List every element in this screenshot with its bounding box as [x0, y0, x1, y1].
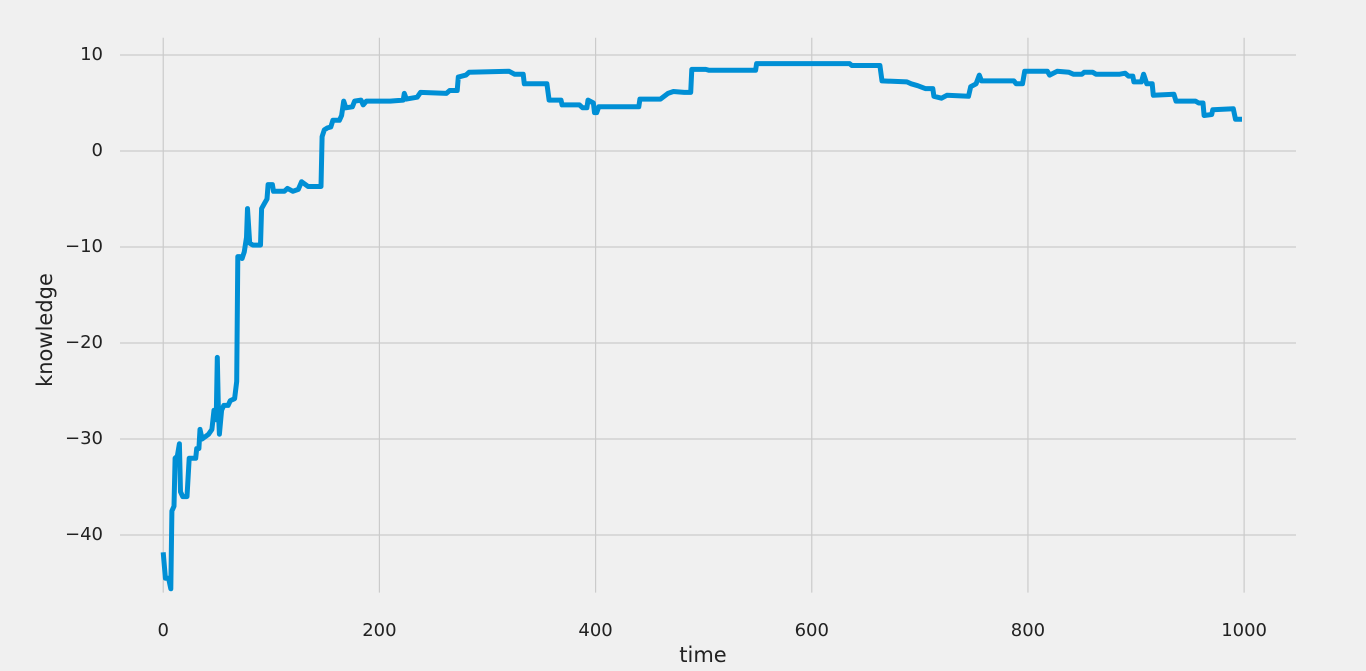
y-axis-label: knowledge [33, 273, 57, 387]
y-tick-label: 10 [80, 44, 103, 65]
x-tick-label: 0 [158, 620, 169, 641]
data-line [160, 61, 1242, 592]
x-tick-label: 400 [578, 620, 612, 641]
x-tick-label: 1000 [1221, 620, 1267, 641]
y-tick-label: 0 [92, 140, 103, 161]
x-axis-label: time [679, 643, 726, 667]
x-tick-label: 600 [795, 620, 829, 641]
y-tick-label: −20 [65, 332, 103, 353]
x-tick-label: 200 [362, 620, 396, 641]
x-tick-label: 800 [1011, 620, 1045, 641]
y-tick-label: −40 [65, 524, 103, 545]
y-tick-label: −30 [65, 428, 103, 449]
y-tick-label: −10 [65, 236, 103, 257]
